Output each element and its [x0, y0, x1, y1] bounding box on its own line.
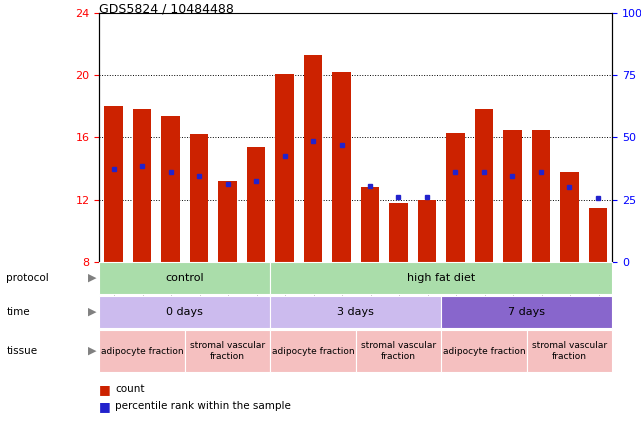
Bar	[531, 130, 550, 262]
Text: protocol: protocol	[6, 273, 49, 283]
Text: ▶: ▶	[88, 346, 96, 356]
Bar	[275, 74, 294, 262]
Text: adipocyte fraction: adipocyte fraction	[101, 346, 183, 356]
Text: ■: ■	[99, 400, 111, 412]
Text: GDS5824 / 10484488: GDS5824 / 10484488	[99, 2, 234, 15]
Text: time: time	[6, 307, 30, 317]
Text: ▶: ▶	[88, 307, 96, 317]
Bar	[418, 200, 437, 262]
Text: 7 days: 7 days	[508, 307, 545, 317]
Text: ▶: ▶	[88, 273, 96, 283]
Text: adipocyte fraction: adipocyte fraction	[272, 346, 354, 356]
Text: 3 days: 3 days	[337, 307, 374, 317]
Bar	[503, 130, 522, 262]
Text: control: control	[165, 273, 204, 283]
Text: 0 days: 0 days	[167, 307, 203, 317]
Bar	[133, 110, 151, 262]
Bar	[588, 208, 607, 262]
Bar	[162, 115, 180, 262]
Bar	[475, 110, 493, 262]
Bar	[219, 181, 237, 262]
Bar	[190, 135, 208, 262]
Bar	[104, 106, 123, 262]
Text: percentile rank within the sample: percentile rank within the sample	[115, 401, 291, 411]
Text: high fat diet: high fat diet	[407, 273, 476, 283]
Text: stromal vascular
fraction: stromal vascular fraction	[532, 341, 607, 361]
Text: stromal vascular
fraction: stromal vascular fraction	[190, 341, 265, 361]
Text: ■: ■	[99, 383, 111, 396]
Bar	[446, 133, 465, 262]
Text: tissue: tissue	[6, 346, 38, 356]
Text: count: count	[115, 384, 145, 394]
Bar	[560, 172, 579, 262]
Bar	[247, 147, 265, 262]
Bar	[389, 203, 408, 262]
Text: stromal vascular
fraction: stromal vascular fraction	[361, 341, 436, 361]
Text: adipocyte fraction: adipocyte fraction	[443, 346, 525, 356]
Bar	[361, 187, 379, 262]
Bar	[304, 55, 322, 262]
Bar	[332, 72, 351, 262]
